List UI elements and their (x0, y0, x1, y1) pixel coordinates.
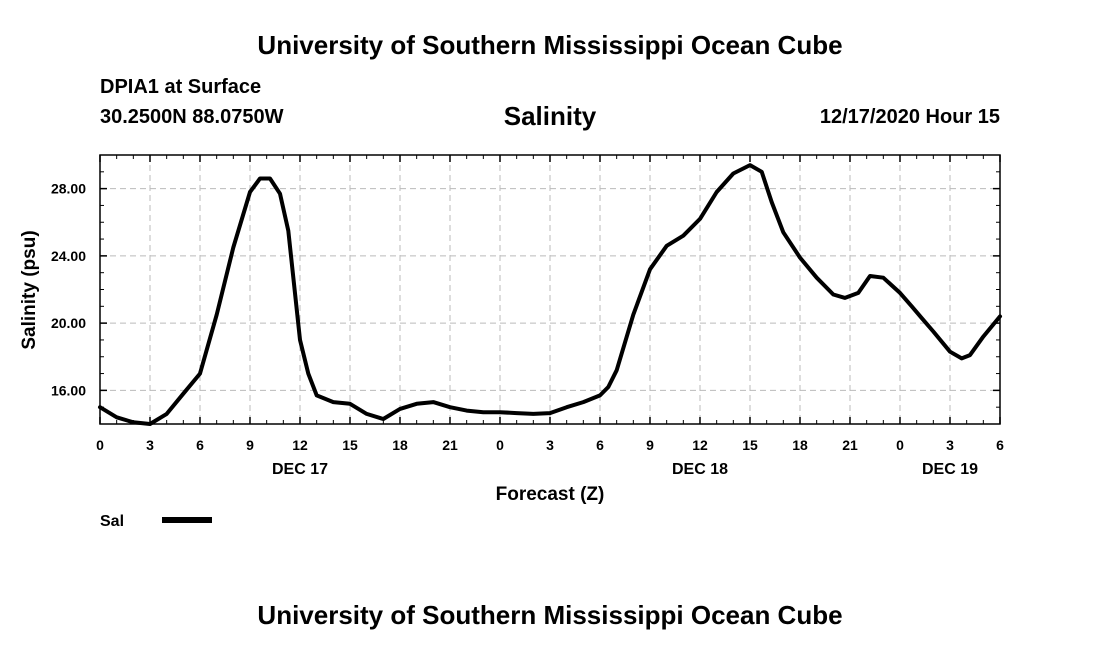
day-label: DEC 18 (672, 461, 728, 478)
y-tick-label: 20.00 (51, 315, 86, 331)
y-axis-title: Salinity (psu) (19, 230, 40, 349)
y-tick-label: 24.00 (51, 248, 86, 264)
page-title: University of Southern Mississippi Ocean… (257, 30, 843, 60)
x-tick-label: 21 (442, 437, 458, 453)
x-tick-label: 9 (246, 437, 254, 453)
series-line-sal (98, 163, 1002, 426)
x-tick-label: 0 (896, 437, 904, 453)
day-label: DEC 19 (922, 461, 978, 478)
x-tick-label: 18 (792, 437, 808, 453)
x-tick-label: 15 (342, 437, 358, 453)
x-tick-label: 18 (392, 437, 408, 453)
coordinates-label: 30.2500N 88.0750W (100, 106, 284, 128)
chart-title: Salinity (503, 101, 597, 131)
grid-lines (100, 155, 1000, 424)
axis-ticks (99, 154, 1001, 425)
x-tick-label: 15 (742, 437, 758, 453)
footer-title: University of Southern Mississippi Ocean… (257, 600, 843, 630)
x-tick-label: 3 (146, 437, 154, 453)
x-tick-label: 3 (946, 437, 954, 453)
x-tick-label: 12 (692, 437, 708, 453)
x-tick-label: 0 (96, 437, 104, 453)
legend-label: Sal (100, 513, 124, 530)
x-tick-label: 6 (196, 437, 204, 453)
x-tick-label: 0 (496, 437, 504, 453)
x-tick-label: 12 (292, 437, 308, 453)
y-tick-label: 28.00 (51, 181, 86, 197)
x-tick-label: 9 (646, 437, 654, 453)
x-tick-label: 6 (996, 437, 1004, 453)
x-tick-label: 21 (842, 437, 858, 453)
x-axis-title: Forecast (Z) (496, 484, 605, 505)
y-tick-label: 16.00 (51, 382, 86, 398)
station-label: DPIA1 at Surface (100, 76, 262, 98)
x-tick-label: 6 (596, 437, 604, 453)
x-tick-label: 3 (546, 437, 554, 453)
day-label: DEC 17 (272, 461, 328, 478)
axis-tick-labels: 0 3 6 9 12 15 18 21 0 3 6 9 12 15 18 21 0 3 6 16.00 20.00 24.… (51, 181, 1004, 478)
timestamp-label: 12/17/2020 Hour 15 (819, 106, 1000, 128)
